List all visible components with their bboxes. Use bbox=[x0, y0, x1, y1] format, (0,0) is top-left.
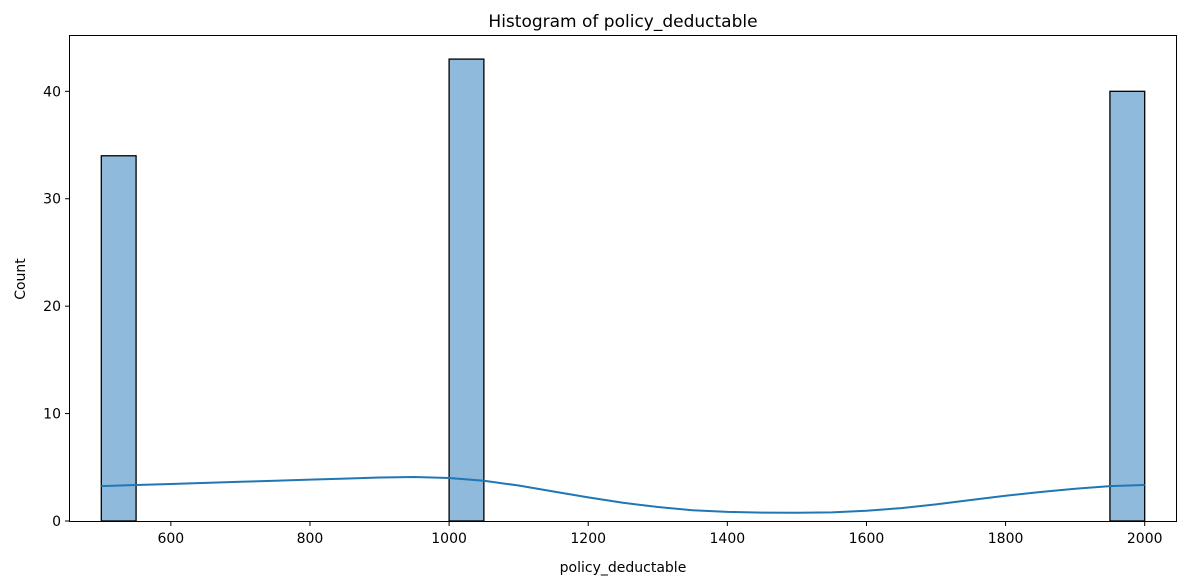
x-tick-label: 2000 bbox=[1127, 531, 1163, 547]
x-tick-label: 1000 bbox=[431, 531, 467, 547]
x-tick-label: 1400 bbox=[710, 531, 746, 547]
y-tick-label: 40 bbox=[43, 84, 61, 100]
chart-title: Histogram of policy_deductable bbox=[488, 12, 757, 32]
x-tick-label: 1800 bbox=[988, 531, 1024, 547]
x-axis-ticks: 600 800 1000 1200 1400 1600 1800 2000 bbox=[157, 521, 1163, 547]
x-tick-label: 600 bbox=[157, 531, 184, 547]
x-tick-label: 800 bbox=[297, 531, 324, 547]
x-axis-label: policy_deductable bbox=[560, 560, 687, 576]
x-tick-label: 1600 bbox=[849, 531, 885, 547]
y-axis-ticks: 0 10 20 30 40 bbox=[43, 84, 70, 530]
y-tick-label: 20 bbox=[43, 299, 61, 315]
y-axis-label: Count bbox=[13, 258, 29, 300]
histogram-bar bbox=[448, 58, 485, 522]
histogram-bars bbox=[100, 58, 1146, 522]
y-tick-label: 30 bbox=[43, 192, 61, 208]
y-tick-label: 0 bbox=[52, 514, 61, 530]
y-tick-label: 10 bbox=[43, 407, 61, 423]
histogram-bar bbox=[1109, 90, 1146, 522]
histogram-bar bbox=[100, 155, 137, 522]
kde-curve bbox=[101, 475, 1145, 514]
plot-frame bbox=[69, 35, 1177, 522]
x-tick-label: 1200 bbox=[570, 531, 606, 547]
